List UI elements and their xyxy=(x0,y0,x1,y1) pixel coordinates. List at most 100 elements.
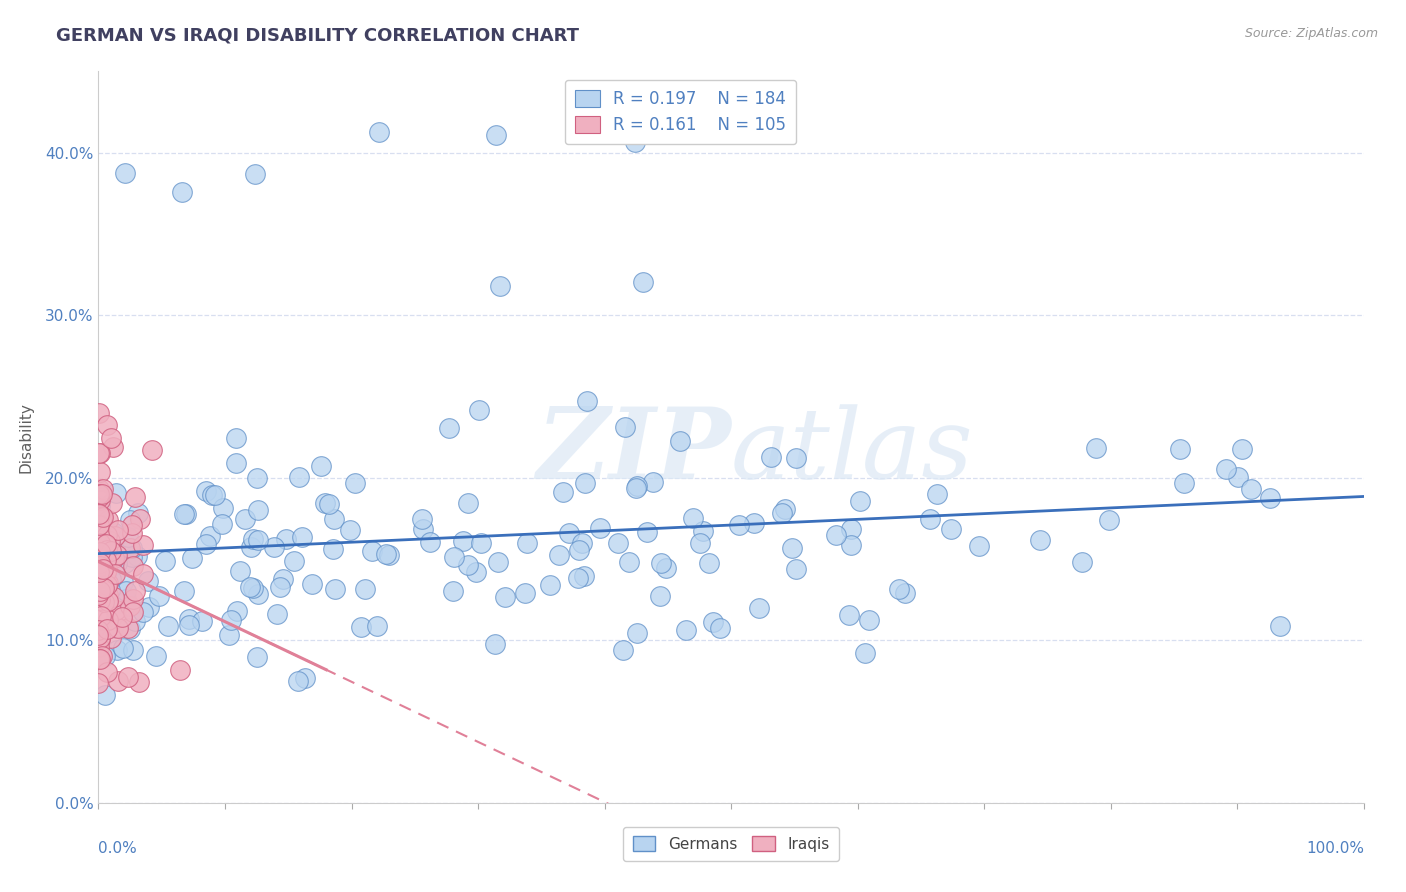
Point xyxy=(773,501,796,516)
Point xyxy=(571,536,593,550)
Point xyxy=(93,595,115,609)
Point xyxy=(100,631,122,645)
Point xyxy=(1226,470,1249,484)
Point xyxy=(105,611,128,625)
Point xyxy=(727,518,749,533)
Point xyxy=(94,688,117,702)
Point xyxy=(198,528,221,542)
Point xyxy=(93,649,115,664)
Point xyxy=(96,623,118,637)
Point xyxy=(107,523,129,537)
Point xyxy=(87,533,110,548)
Point xyxy=(318,497,340,511)
Point xyxy=(124,614,146,628)
Point xyxy=(1070,555,1092,569)
Point xyxy=(128,512,150,526)
Point xyxy=(350,620,373,634)
Text: 100.0%: 100.0% xyxy=(1306,841,1364,856)
Point xyxy=(121,549,143,564)
Point xyxy=(141,442,163,457)
Point xyxy=(97,576,120,591)
Point xyxy=(94,550,117,565)
Point xyxy=(322,542,344,557)
Point xyxy=(90,544,112,558)
Legend: Germans, Iraqis: Germans, Iraqis xyxy=(623,827,839,861)
Point xyxy=(91,575,114,590)
Point xyxy=(612,643,634,657)
Point xyxy=(889,582,911,596)
Point xyxy=(246,470,269,484)
Point xyxy=(128,675,150,690)
Point xyxy=(697,556,720,570)
Text: Source: ZipAtlas.com: Source: ZipAtlas.com xyxy=(1244,27,1378,40)
Point xyxy=(122,605,145,619)
Point xyxy=(87,610,110,624)
Point xyxy=(87,525,110,540)
Point xyxy=(90,538,112,552)
Point xyxy=(309,459,332,474)
Point xyxy=(91,510,114,524)
Point xyxy=(132,605,155,619)
Point xyxy=(1258,491,1281,505)
Point xyxy=(682,511,704,525)
Point xyxy=(225,604,247,618)
Point xyxy=(100,496,122,510)
Point xyxy=(367,124,389,138)
Point xyxy=(624,481,647,495)
Point xyxy=(419,535,441,549)
Point xyxy=(179,612,201,626)
Point xyxy=(93,581,115,595)
Point xyxy=(96,665,118,679)
Point xyxy=(87,525,110,540)
Point xyxy=(93,607,115,622)
Point xyxy=(464,565,486,579)
Point xyxy=(87,628,110,642)
Point xyxy=(173,584,195,599)
Point xyxy=(87,446,110,460)
Point xyxy=(104,603,127,617)
Point xyxy=(669,434,692,449)
Point xyxy=(488,555,510,569)
Point xyxy=(1230,442,1253,456)
Point xyxy=(242,581,264,595)
Point xyxy=(180,550,202,565)
Point xyxy=(689,536,711,550)
Point xyxy=(121,518,143,533)
Point xyxy=(87,549,110,564)
Point xyxy=(172,185,194,199)
Point xyxy=(271,572,294,586)
Point xyxy=(742,516,765,531)
Point xyxy=(650,556,672,570)
Point xyxy=(494,590,516,604)
Point xyxy=(89,652,111,666)
Point xyxy=(617,555,640,569)
Point xyxy=(121,525,143,540)
Point xyxy=(1268,619,1291,633)
Point xyxy=(93,576,115,591)
Point xyxy=(211,501,233,516)
Point xyxy=(484,636,506,650)
Point xyxy=(538,577,561,591)
Point xyxy=(91,509,114,524)
Point xyxy=(201,488,224,502)
Point xyxy=(148,589,170,603)
Point xyxy=(111,610,134,624)
Point xyxy=(94,537,117,551)
Point xyxy=(90,487,112,501)
Point xyxy=(90,555,112,569)
Point xyxy=(89,631,111,645)
Point xyxy=(218,628,240,642)
Point xyxy=(103,524,125,539)
Point xyxy=(89,556,111,570)
Point xyxy=(105,537,128,551)
Point xyxy=(246,587,269,601)
Point xyxy=(354,582,377,597)
Point xyxy=(692,524,714,538)
Point xyxy=(97,594,120,608)
Point xyxy=(96,553,118,567)
Point xyxy=(111,640,134,655)
Point xyxy=(470,536,492,550)
Point xyxy=(122,642,145,657)
Point xyxy=(283,553,305,567)
Point xyxy=(107,674,129,689)
